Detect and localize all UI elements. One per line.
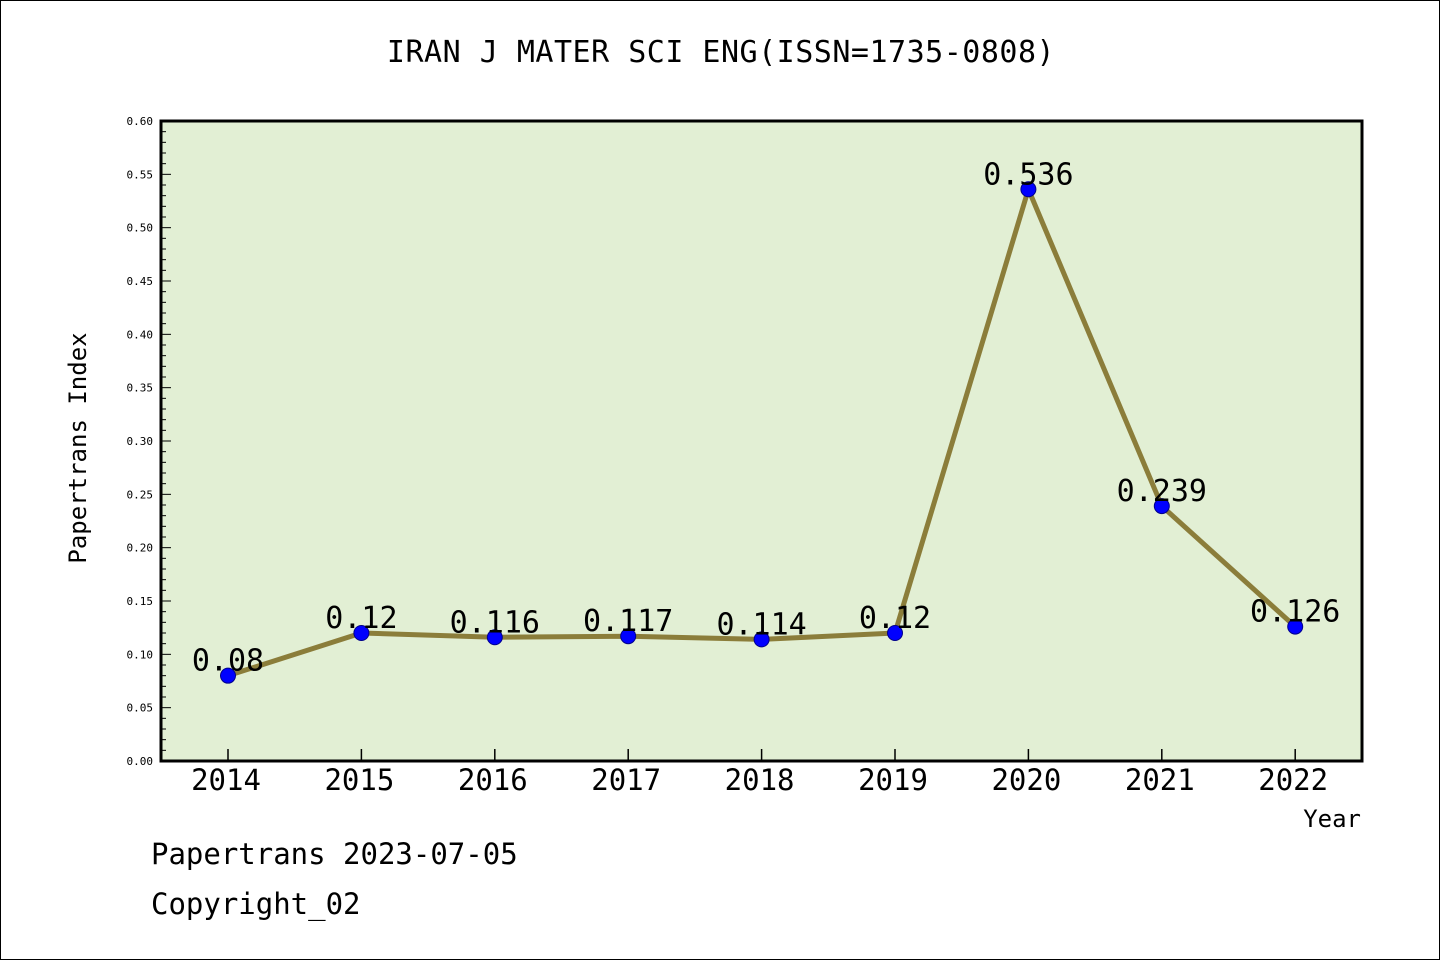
y-tick-label: 0.15 <box>127 595 154 608</box>
data-label: 0.116 <box>450 605 540 640</box>
footer-copyright: Copyright_02 <box>151 887 361 921</box>
y-tick-label: 0.20 <box>127 542 154 555</box>
data-label: 0.536 <box>983 157 1073 192</box>
data-point <box>486 629 503 646</box>
y-axis-label: Papertrans Index <box>64 332 92 563</box>
chart-title: IRAN J MATER SCI ENG(ISSN=1735-0808) <box>386 35 1056 70</box>
data-point <box>1287 618 1304 635</box>
data-label-group: 0.08 0.12 0.116 0.117 0.114 0.12 0.536 0.239 0.1… <box>192 157 1340 678</box>
marker-group <box>220 181 1304 684</box>
data-point <box>753 631 770 648</box>
y-tick-label: 0.25 <box>127 488 154 501</box>
x-tick-label: 2015 <box>324 763 394 797</box>
x-tick-label: 2017 <box>591 763 661 797</box>
data-label: 0.08 <box>192 644 264 679</box>
data-point <box>887 625 903 641</box>
x-axis: 2014 2015 2016 2017 2018 2019 2020 2021 2022 <box>191 749 1328 797</box>
y-tick-label: 0.10 <box>127 648 154 661</box>
data-point <box>353 625 370 641</box>
x-tick-label: 2016 <box>458 763 528 797</box>
data-point <box>620 628 637 645</box>
y-tick-label: 0.30 <box>127 435 154 448</box>
x-tick-label: 2018 <box>725 763 795 797</box>
y-tick-label: 0.50 <box>127 222 154 235</box>
x-tick-label: 2020 <box>991 763 1061 797</box>
y-tick-label: 0.00 <box>127 755 154 768</box>
y-tick-label: 0.05 <box>127 702 154 715</box>
y-tick-label: 0.55 <box>127 168 154 181</box>
data-label: 0.126 <box>1250 595 1340 630</box>
data-label: 0.239 <box>1117 474 1207 509</box>
data-label: 0.114 <box>716 607 806 642</box>
data-label: 0.12 <box>325 601 397 636</box>
data-label: 0.117 <box>583 604 673 639</box>
x-tick-label: 2022 <box>1258 763 1328 797</box>
footer-source: Papertrans 2023-07-05 <box>151 837 518 871</box>
data-point <box>1020 181 1037 198</box>
x-tick-label: 2014 <box>191 763 261 797</box>
y-tick-label: 0.45 <box>127 275 154 288</box>
data-point <box>220 667 236 684</box>
x-tick-label: 2021 <box>1125 763 1195 797</box>
y-axis: 0.00 0.05 0.10 0.15 0.20 0.25 0.30 0.35 0.40 0.45… <box>127 115 171 768</box>
data-label: 0.12 <box>859 601 931 636</box>
plot-area <box>159 119 1364 763</box>
y-tick-label: 0.60 <box>127 115 154 128</box>
data-point <box>1153 498 1170 515</box>
y-tick-label: 0.40 <box>127 328 154 341</box>
y-tick-label: 0.35 <box>127 382 154 395</box>
x-tick-label: 2019 <box>858 763 928 797</box>
x-axis-label: Year <box>1303 805 1361 833</box>
